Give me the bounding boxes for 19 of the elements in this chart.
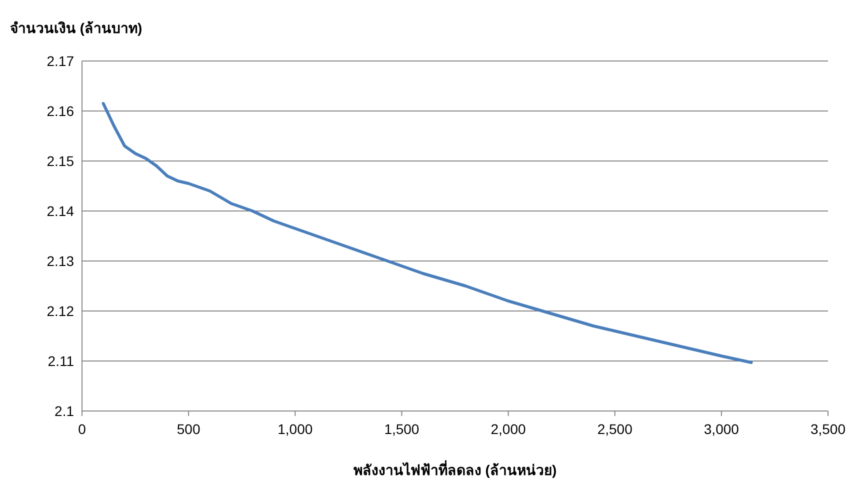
y-axis-title: จำนวนเงิน (ล้านบาท) [10,20,142,36]
x-tick-label: 2,500 [597,421,633,437]
x-tick-label: 0 [78,421,86,437]
line-series [102,102,753,364]
x-tick-label: 500 [176,421,200,437]
x-tick-label: 1,500 [384,421,420,437]
x-tick-label: 2,000 [490,421,526,437]
y-tick-label: 2.16 [46,103,74,119]
x-tick-label: 3,500 [810,421,846,437]
y-tick-label: 2.13 [46,253,74,269]
y-tick-label: 2.17 [46,53,74,69]
y-tick-label: 2.14 [46,203,74,219]
x-tick-label: 1,000 [278,421,313,437]
y-tick-label: 2.12 [46,303,74,319]
x-axis-title: พลังงานไฟฟ้าที่ลดลง (ล้านหน่วย) [353,460,557,478]
y-tick-label: 2.15 [46,153,74,169]
y-tick-label: 2.1 [54,403,74,419]
y-tick-label: 2.11 [48,353,74,369]
x-tick-label: 3,000 [704,421,740,437]
